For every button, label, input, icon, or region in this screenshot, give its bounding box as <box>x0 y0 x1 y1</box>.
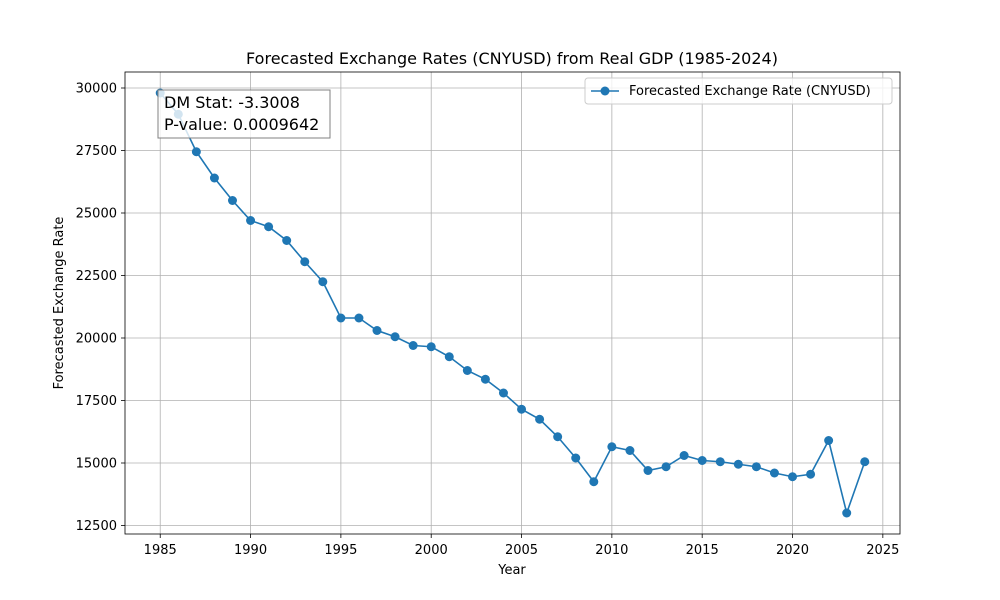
x-tick-label: 2000 <box>415 543 448 558</box>
legend-marker-swatch <box>600 86 610 96</box>
grid <box>125 72 900 534</box>
data-point <box>860 457 870 467</box>
data-point <box>191 147 201 157</box>
data-point <box>264 222 274 232</box>
x-tick-label: 1985 <box>144 543 177 558</box>
data-point <box>535 414 545 424</box>
y-tick-label: 20000 <box>76 332 117 347</box>
data-point <box>444 352 454 362</box>
data-point <box>426 342 436 352</box>
annotation-box <box>157 89 331 139</box>
data-point <box>462 366 472 375</box>
data-point <box>788 472 798 482</box>
data-point <box>227 196 237 205</box>
data-point <box>715 457 725 467</box>
y-tick-label: 27500 <box>76 144 117 159</box>
x-tick-label: 2010 <box>595 543 628 558</box>
data-point <box>390 332 400 342</box>
data-point <box>643 466 653 475</box>
data-point <box>336 313 346 323</box>
data-point <box>300 257 310 267</box>
y-tick-label: 25000 <box>76 207 117 222</box>
legend-label: Forecasted Exchange Rate (CNYUSD) <box>629 84 871 99</box>
data-point <box>697 456 707 465</box>
data-point <box>589 477 599 487</box>
plot-frame <box>124 71 901 535</box>
x-tick-label: 2020 <box>776 543 809 558</box>
data-point <box>553 432 563 442</box>
data-point <box>480 374 490 384</box>
y-tick-label: 30000 <box>76 82 117 97</box>
y-axis-title: Forecasted Exchange Rate <box>52 217 67 390</box>
data-point <box>372 326 382 335</box>
data-point <box>679 451 689 460</box>
dm-stat-text: DM Stat: -3.3008 <box>164 93 300 112</box>
data-point <box>751 462 761 472</box>
data-point <box>733 459 743 469</box>
data-point <box>607 442 617 452</box>
data-point <box>318 277 328 287</box>
data-point <box>842 508 852 518</box>
data-point <box>498 388 508 398</box>
data-point <box>209 173 219 183</box>
x-axis-title: Year <box>497 563 526 578</box>
data-point <box>769 468 779 478</box>
x-tick-label: 2005 <box>505 543 538 558</box>
series-line <box>159 92 866 516</box>
tick-layer: 1985 1990 1995 2000 2005 2010 2015 2020 2025 1250… <box>76 82 900 559</box>
chart-title: Forecasted Exchange Rates (CNYUSD) from … <box>246 49 778 68</box>
y-tick-label: 22500 <box>76 269 117 284</box>
x-tick-label: 1990 <box>234 543 267 558</box>
x-tick-label: 2025 <box>866 543 899 558</box>
y-tick-label: 17500 <box>76 394 117 409</box>
data-point <box>408 341 418 350</box>
y-tick-label: 15000 <box>76 457 117 472</box>
x-tick-label: 2015 <box>686 543 719 558</box>
legend-box <box>584 77 893 105</box>
data-point <box>517 404 527 414</box>
data-point <box>571 453 581 463</box>
data-point <box>824 436 834 445</box>
p-value-text: P-value: 0.0009642 <box>164 115 319 134</box>
data-point <box>806 469 816 479</box>
data-point <box>625 446 635 455</box>
series-layer <box>155 88 870 518</box>
y-tick-label: 12500 <box>76 519 117 534</box>
legend: Forecasted Exchange Rate (CNYUSD) <box>584 77 893 105</box>
dm-stat-annotation: DM Stat: -3.3008 P-value: 0.0009642 <box>157 89 331 139</box>
data-point <box>282 236 292 245</box>
data-point <box>354 313 364 323</box>
data-point <box>661 462 671 472</box>
data-point <box>246 216 256 225</box>
x-tick-label: 1995 <box>324 543 357 558</box>
